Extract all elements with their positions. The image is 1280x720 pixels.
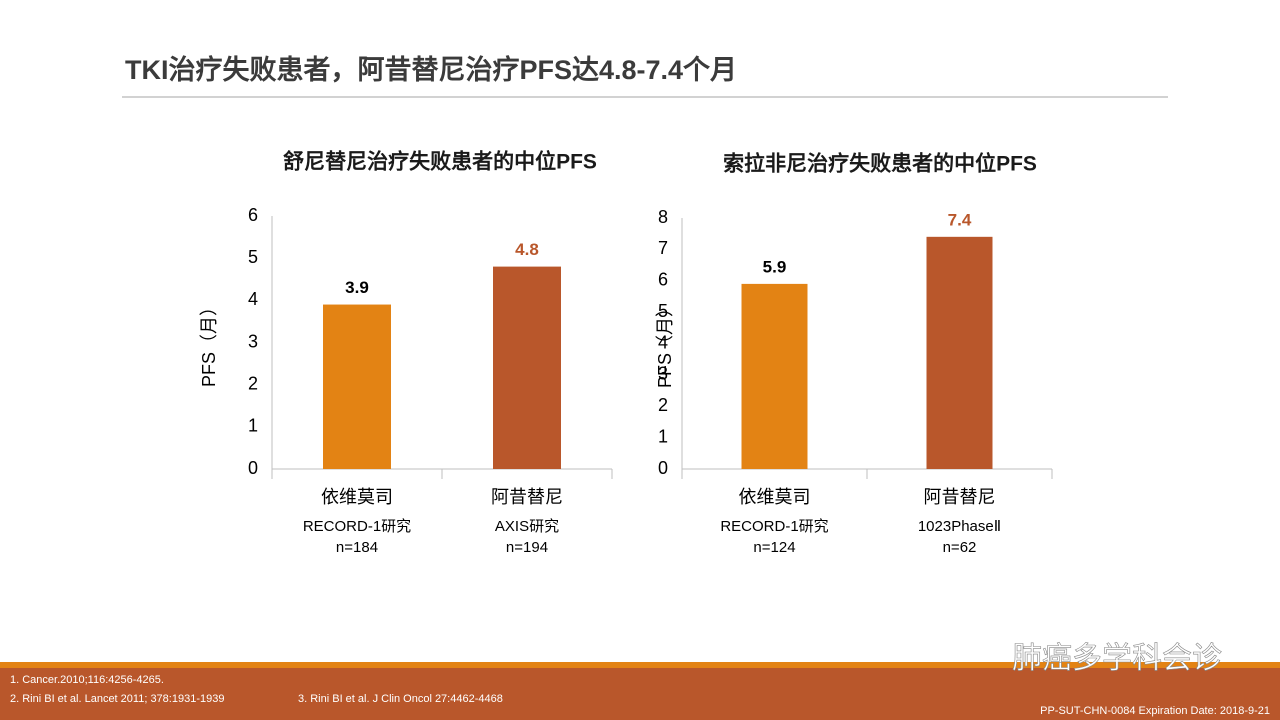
value-label: 7.4 [948,210,972,229]
y-axis-label: PFS（月） [199,298,219,387]
y-tick-label: 5 [248,247,258,267]
x-tick-label: 依维莫司 [739,487,811,507]
category-note: n=194 [506,539,548,556]
slide-title: TKI治疗失败患者，阿昔替尼治疗PFS达4.8-7.4个月 [125,54,737,85]
y-tick-label: 0 [248,458,258,478]
category-note: 1023PhaseⅡ [918,518,1001,535]
y-tick-label: 6 [658,270,668,290]
y-tick-label: 1 [248,416,258,436]
footnote: 1. Cancer.2010;116:4256-4265. [10,674,164,686]
x-tick-label: 依维莫司 [321,487,393,507]
chart-title: 舒尼替尼治疗失败患者的中位PFS [283,150,597,174]
category-note: RECORD-1研究 [720,518,828,535]
bar [493,266,561,469]
category-note: AXIS研究 [495,518,559,535]
value-label: 3.9 [345,278,369,297]
y-tick-label: 4 [658,332,668,352]
bar [323,304,391,469]
y-tick-label: 5 [658,301,668,321]
y-axis-label: PFS（月） [655,299,675,388]
category-note: n=62 [943,539,977,556]
y-tick-label: 2 [658,395,668,415]
value-label: 5.9 [763,257,787,276]
value-label: 4.8 [515,240,539,259]
category-note: n=184 [336,539,378,556]
y-tick-label: 2 [248,373,258,393]
bar [926,236,993,469]
y-tick-label: 3 [658,364,668,384]
footnote: 2. Rini BI et al. Lancet 2011; 378:1931-… [10,693,224,705]
bar [741,283,808,469]
category-note: n=124 [753,539,795,556]
category-note: RECORD-1研究 [303,518,411,535]
x-tick-label: 阿昔替尼 [491,487,563,507]
y-tick-label: 8 [658,207,668,227]
footnote: 3. Rini BI et al. J Clin Oncol 27:4462-4… [298,693,503,705]
x-tick-label: 阿昔替尼 [924,487,996,507]
footer-band [0,668,1280,720]
y-tick-label: 0 [658,458,668,478]
y-tick-label: 7 [658,238,668,258]
footer-stripe [0,662,1280,668]
y-tick-label: 4 [248,289,258,309]
document-code: PP-SUT-CHN-0084 Expiration Date: 2018-9-… [1040,705,1270,717]
y-tick-label: 3 [248,331,258,351]
chart-title: 索拉非尼治疗失败患者的中位PFS [723,152,1037,176]
y-tick-label: 1 [658,426,668,446]
watermark: 肺癌多学科会诊 [1012,642,1222,675]
y-tick-label: 6 [248,205,258,225]
